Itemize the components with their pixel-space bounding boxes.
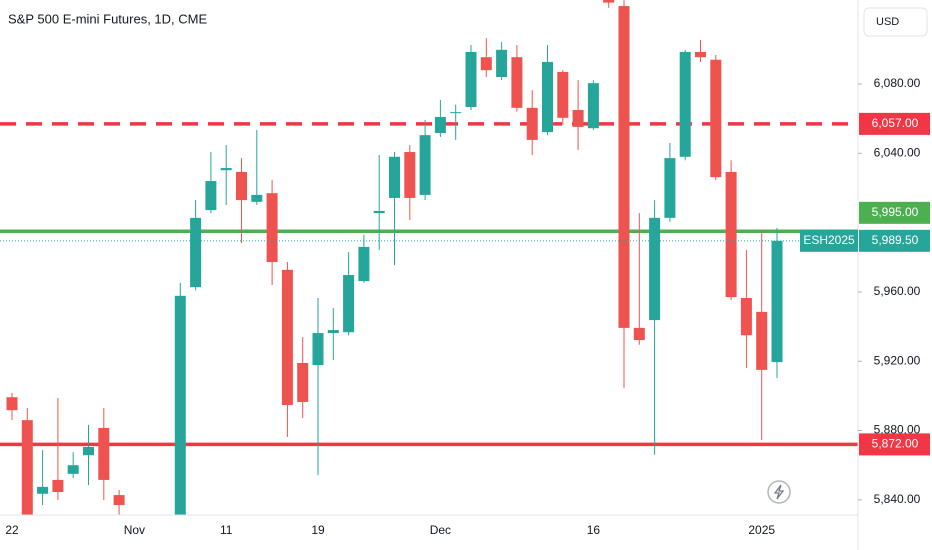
chart-title: S&P 500 E-mini Futures, 1D, CME bbox=[8, 11, 207, 26]
candle-body bbox=[327, 330, 339, 334]
symbol-label: ESH2025 bbox=[803, 233, 855, 247]
candle-body bbox=[526, 107, 538, 140]
candle-body bbox=[251, 194, 263, 202]
symbol-label-bg bbox=[800, 229, 858, 252]
axes: 5,840.00 5,880.00 5,920.00 5,960.00 6,040.00… bbox=[5, 76, 930, 537]
currency-label[interactable]: USD bbox=[876, 16, 899, 28]
candle-body bbox=[710, 59, 722, 178]
y-tick-label: 5,880.00 bbox=[874, 423, 921, 437]
candle-body bbox=[83, 446, 94, 456]
icon-circle[interactable] bbox=[767, 480, 791, 504]
candle-body bbox=[220, 168, 232, 171]
candle-body bbox=[511, 57, 523, 108]
candle-body bbox=[664, 158, 676, 218]
candle-body bbox=[67, 465, 79, 474]
candle-body bbox=[343, 275, 355, 333]
candle-body bbox=[725, 171, 737, 298]
candle-body bbox=[450, 112, 462, 114]
replay-icon[interactable] bbox=[767, 480, 791, 504]
candle-body bbox=[679, 51, 691, 157]
candle-body bbox=[312, 333, 324, 366]
x-tick-label: 16 bbox=[587, 523, 601, 537]
x-tick-label: Dec bbox=[430, 523, 451, 537]
candle-body bbox=[6, 397, 18, 411]
candle-body bbox=[480, 57, 492, 71]
candle-body bbox=[695, 51, 706, 58]
y-tick-label: 5,960.00 bbox=[874, 284, 921, 298]
candle-body bbox=[236, 171, 247, 201]
candle-body bbox=[205, 181, 217, 211]
candle-body bbox=[740, 297, 752, 336]
candle-body bbox=[465, 51, 477, 107]
candle-body bbox=[281, 269, 293, 405]
x-tick-label: 11 bbox=[220, 523, 233, 537]
x-tick-label: 22 bbox=[5, 523, 19, 537]
last-price-label: 5,989.50 bbox=[872, 233, 919, 247]
candle-body bbox=[98, 427, 110, 480]
candle-body bbox=[557, 71, 569, 118]
last-price-label-bg bbox=[859, 229, 930, 252]
candle-body bbox=[113, 495, 125, 506]
y-tick-label: 6,080.00 bbox=[874, 76, 921, 90]
level-label-bg bbox=[859, 201, 930, 224]
candle-body bbox=[37, 486, 49, 494]
candle-body bbox=[266, 193, 278, 263]
candle-body bbox=[174, 295, 186, 515]
icon-bolt[interactable] bbox=[773, 484, 785, 500]
candle-body bbox=[389, 156, 400, 198]
x-tick-label: Nov bbox=[124, 523, 145, 537]
candle-body bbox=[21, 420, 33, 515]
y-tick-label: 5,920.00 bbox=[874, 353, 921, 367]
candle-body bbox=[373, 210, 385, 214]
candle-body bbox=[633, 327, 645, 341]
y-tick-label: 6,040.00 bbox=[874, 146, 921, 160]
level-label-bg bbox=[859, 112, 930, 135]
level-label: 5,872.00 bbox=[872, 437, 919, 451]
candle-body bbox=[756, 311, 768, 370]
candle-body bbox=[542, 61, 553, 133]
candle-body bbox=[419, 135, 431, 195]
candle-body bbox=[771, 240, 783, 363]
level-label-bg bbox=[859, 433, 930, 456]
plot-area bbox=[0, 0, 858, 515]
candle-body bbox=[52, 479, 64, 493]
candle-body bbox=[603, 0, 615, 3]
candle-body bbox=[434, 116, 446, 133]
candle-body bbox=[358, 246, 370, 282]
candle-body bbox=[190, 217, 202, 288]
level-label: 6,057.00 bbox=[872, 116, 919, 130]
currency-button[interactable] bbox=[863, 7, 928, 37]
candle-body bbox=[618, 6, 630, 328]
x-tick-label: 2025 bbox=[748, 523, 775, 537]
candle-body bbox=[496, 49, 508, 78]
candle-body bbox=[572, 110, 584, 127]
candle-body bbox=[587, 83, 599, 129]
y-tick-label: 5,840.00 bbox=[874, 492, 921, 506]
x-tick-label: 19 bbox=[311, 523, 325, 537]
candle-body bbox=[649, 217, 661, 321]
candle-body bbox=[404, 152, 416, 198]
level-label: 5,995.00 bbox=[872, 205, 919, 219]
candle-body bbox=[297, 362, 309, 402]
